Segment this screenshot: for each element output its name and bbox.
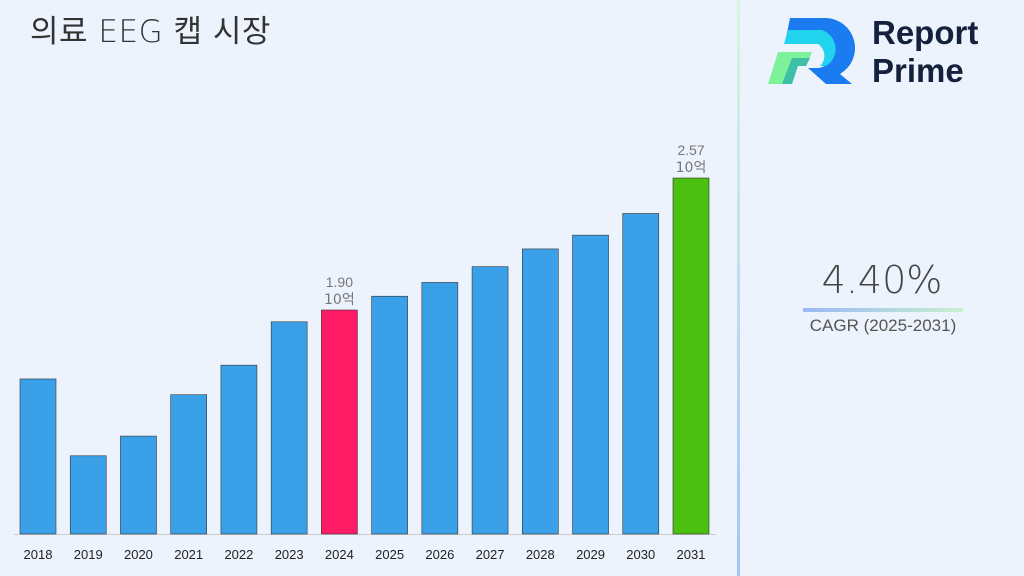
bar-2025 (371, 295, 408, 535)
x-tick-label-2020: 2020 (124, 547, 153, 562)
bar-2019 (69, 455, 107, 535)
cagr-value: 4.40% (821, 258, 943, 302)
cagr-label: CAGR (2025-2031) (809, 316, 957, 335)
x-tick-label-2018: 2018 (24, 547, 53, 562)
bar-chart: 2018 2019 2020 2021 2022 2023 2024 1.90 10억 2025 2… (14, 142, 716, 562)
x-tick-label-2019: 2019 (74, 547, 103, 562)
bar-2018 (19, 378, 57, 535)
bar-2024 (321, 309, 358, 535)
data-label-value-2024: 1.90 (326, 274, 353, 290)
logo-text: Report Prime (872, 14, 978, 90)
x-tick-label-2023: 2023 (275, 547, 304, 562)
x-tick-label-2022: 2022 (224, 547, 253, 562)
bar-2027 (471, 266, 509, 535)
bar-2029 (572, 234, 609, 535)
x-tick-label-2027: 2027 (476, 547, 505, 562)
x-tick-label-2024: 2024 (325, 547, 354, 562)
logo-line2: Prime (872, 52, 964, 89)
x-tick-label-2025: 2025 (375, 547, 404, 562)
chart-title: 의료 EEG 캡 시장 (30, 14, 271, 50)
bar-2021 (170, 394, 207, 535)
cagr-underline (803, 308, 963, 312)
divider (737, 0, 740, 576)
bar-2022 (220, 364, 258, 535)
logo-line1: Report (872, 14, 979, 51)
x-tick-label-2026: 2026 (425, 547, 454, 562)
data-label-unit-2024: 10억 (324, 292, 355, 308)
bar-2026 (421, 282, 459, 535)
x-tick-label-2030: 2030 (626, 547, 655, 562)
bar-2020 (120, 435, 157, 535)
data-label-unit-2031: 10억 (676, 160, 707, 176)
report-prime-logo-icon (768, 18, 856, 84)
x-tick-label-2031: 2031 (677, 547, 706, 562)
x-tick-label-2028: 2028 (526, 547, 555, 562)
bar-2028 (521, 248, 559, 535)
data-label-value-2031: 2.57 (677, 142, 704, 158)
bar-2031 (672, 177, 710, 535)
bar-2023 (270, 321, 308, 535)
bar-2030 (622, 213, 660, 535)
x-tick-label-2021: 2021 (174, 547, 203, 562)
x-tick-label-2029: 2029 (576, 547, 605, 562)
